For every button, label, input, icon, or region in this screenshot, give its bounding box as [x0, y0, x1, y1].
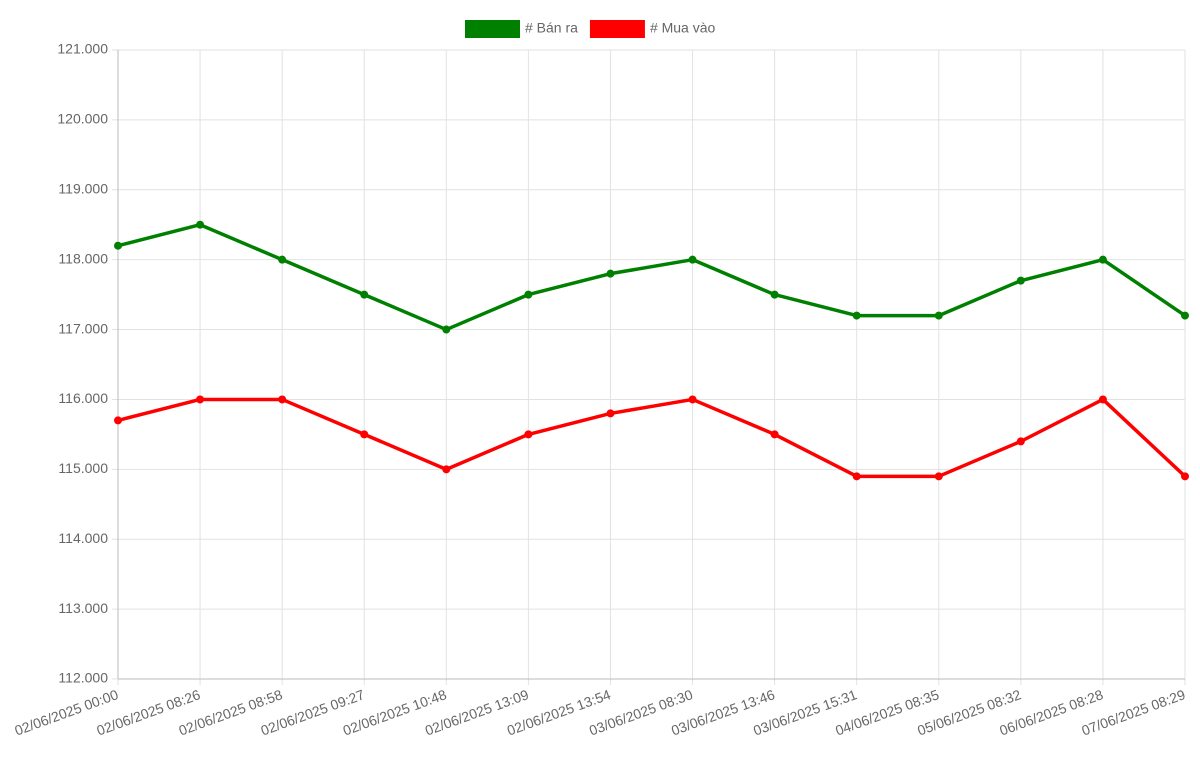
data-point: [196, 395, 205, 404]
data-point: [770, 430, 779, 439]
data-point: [360, 430, 369, 439]
legend-label: # Bán ra: [525, 20, 578, 36]
data-point: [1181, 311, 1189, 320]
data-point: [360, 290, 369, 299]
legend-item: # Mua vào: [589, 20, 716, 38]
data-point: [770, 290, 779, 299]
y-tick-label: 118.000: [58, 250, 108, 266]
data-point: [852, 472, 861, 481]
legend-label: # Mua vào: [650, 20, 716, 36]
data-point: [524, 290, 533, 299]
data-point: [196, 220, 205, 229]
data-point: [1016, 437, 1025, 446]
data-point: [114, 416, 122, 425]
data-point: [1098, 395, 1107, 404]
data-point: [852, 311, 861, 320]
series-line: [117, 222, 1186, 332]
y-tick-label: 121.000: [57, 41, 108, 57]
data-point: [278, 395, 287, 404]
data-point: [688, 255, 697, 264]
y-tick-label: 113.000: [58, 600, 108, 616]
legend-item: # Bán ra: [465, 20, 578, 38]
data-point: [1098, 255, 1107, 264]
series-line: [117, 397, 1187, 479]
data-point: [606, 409, 615, 418]
y-tick-label: 119.000: [58, 180, 108, 196]
y-tick-label: 112.000: [58, 670, 108, 686]
y-tick-label: 116.000: [58, 390, 108, 406]
data-point: [278, 255, 287, 264]
data-point: [114, 241, 122, 250]
data-point: [442, 465, 451, 474]
data-point: [1016, 276, 1025, 285]
data-point: [442, 325, 451, 334]
data-point: [688, 395, 697, 404]
y-tick-label: 114.000: [58, 530, 108, 546]
data-point: [934, 311, 943, 320]
y-tick-label: 115.000: [58, 460, 108, 476]
legend-swatch: [465, 20, 520, 38]
y-tick-label: 117.000: [58, 320, 108, 336]
data-point: [934, 472, 943, 481]
data-point: [606, 269, 615, 278]
legend-swatch: [589, 20, 645, 38]
y-tick-label: 120.000: [57, 111, 108, 127]
data-point: [1181, 472, 1189, 481]
data-point: [524, 430, 533, 439]
